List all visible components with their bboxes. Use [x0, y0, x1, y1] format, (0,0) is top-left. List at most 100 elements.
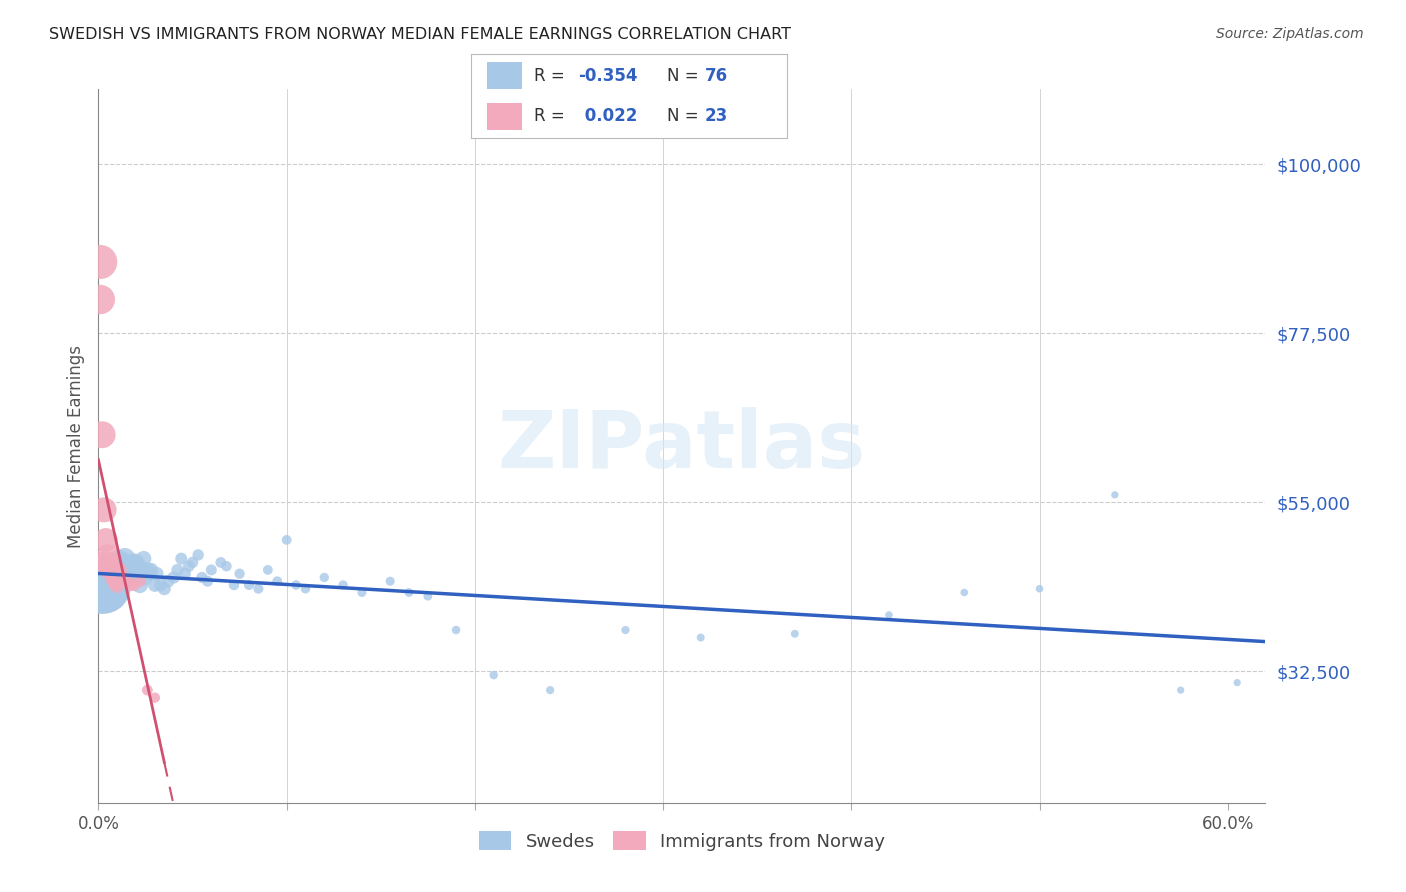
Text: ZIPatlas: ZIPatlas	[498, 407, 866, 485]
Point	[125, 556, 148, 570]
Point	[111, 563, 134, 577]
Point	[953, 585, 976, 599]
Point	[97, 574, 120, 589]
Text: R =: R =	[534, 67, 571, 85]
Point	[93, 503, 115, 517]
Point	[350, 585, 373, 599]
Point	[98, 585, 121, 599]
Text: SWEDISH VS IMMIGRANTS FROM NORWAY MEDIAN FEMALE EARNINGS CORRELATION CHART: SWEDISH VS IMMIGRANTS FROM NORWAY MEDIAN…	[49, 27, 792, 42]
Point	[132, 551, 155, 566]
Point	[128, 578, 150, 592]
Point	[266, 574, 288, 589]
Point	[108, 563, 131, 577]
Point	[89, 255, 111, 269]
Point	[98, 563, 121, 577]
Text: 76: 76	[706, 67, 728, 85]
Point	[416, 589, 439, 603]
Point	[108, 556, 131, 570]
Point	[94, 533, 117, 547]
Point	[127, 559, 149, 574]
Point	[398, 585, 420, 599]
Point	[538, 683, 561, 698]
Point	[285, 578, 308, 592]
Point	[122, 578, 145, 592]
Point	[110, 559, 132, 574]
Point	[115, 574, 138, 589]
Point	[103, 563, 125, 577]
Point	[103, 570, 125, 584]
Point	[139, 563, 162, 577]
Point	[143, 690, 166, 705]
Point	[97, 559, 120, 574]
Point	[783, 627, 806, 641]
Text: 23: 23	[706, 107, 728, 125]
Text: Source: ZipAtlas.com: Source: ZipAtlas.com	[1216, 27, 1364, 41]
Point	[89, 293, 111, 307]
Point	[314, 570, 336, 584]
Point	[181, 556, 204, 570]
Point	[332, 578, 354, 592]
Point	[128, 574, 150, 589]
Point	[444, 623, 467, 637]
Point	[614, 623, 637, 637]
Y-axis label: Median Female Earnings: Median Female Earnings	[66, 344, 84, 548]
Point	[134, 570, 156, 584]
Point	[200, 563, 222, 577]
Point	[136, 563, 159, 577]
Point	[121, 556, 143, 570]
Point	[170, 551, 193, 566]
Point	[91, 427, 114, 442]
Point	[104, 570, 127, 584]
Text: 0.022: 0.022	[579, 107, 637, 125]
Point	[115, 566, 138, 581]
Point	[222, 578, 245, 592]
Point	[174, 566, 197, 581]
Point	[111, 570, 134, 584]
Point	[247, 582, 270, 596]
Point	[120, 559, 142, 574]
Point	[238, 578, 260, 592]
Point	[97, 548, 120, 562]
FancyBboxPatch shape	[486, 103, 522, 130]
FancyBboxPatch shape	[486, 62, 522, 89]
Point	[215, 559, 238, 574]
Point	[191, 570, 214, 584]
Point	[177, 559, 200, 574]
Point	[228, 566, 250, 581]
Point	[93, 582, 115, 596]
Point	[138, 566, 160, 581]
Point	[146, 566, 169, 581]
Point	[1028, 582, 1050, 596]
Point	[98, 570, 121, 584]
Point	[380, 574, 402, 589]
Point	[482, 668, 505, 682]
Point	[97, 585, 120, 599]
Point	[104, 574, 127, 589]
Point	[94, 556, 117, 570]
Point	[100, 563, 122, 577]
Point	[100, 582, 122, 596]
Point	[1226, 675, 1249, 690]
Point	[166, 563, 188, 577]
Text: N =: N =	[668, 67, 704, 85]
Point	[209, 556, 232, 570]
Point	[877, 607, 900, 622]
Point	[149, 578, 172, 592]
Point	[157, 574, 180, 589]
Text: N =: N =	[668, 107, 704, 125]
Point	[143, 578, 166, 592]
Point	[117, 563, 139, 577]
Point	[1104, 488, 1126, 502]
Point	[94, 578, 117, 592]
Point	[256, 563, 278, 577]
Point	[105, 578, 128, 592]
Point	[187, 548, 209, 562]
Point	[131, 563, 153, 577]
Point	[689, 631, 711, 645]
Point	[91, 578, 114, 592]
Point	[136, 683, 159, 698]
Text: -0.354: -0.354	[579, 67, 638, 85]
Legend: Swedes, Immigrants from Norway: Swedes, Immigrants from Norway	[471, 824, 893, 858]
Point	[276, 533, 298, 547]
Point	[294, 582, 316, 596]
